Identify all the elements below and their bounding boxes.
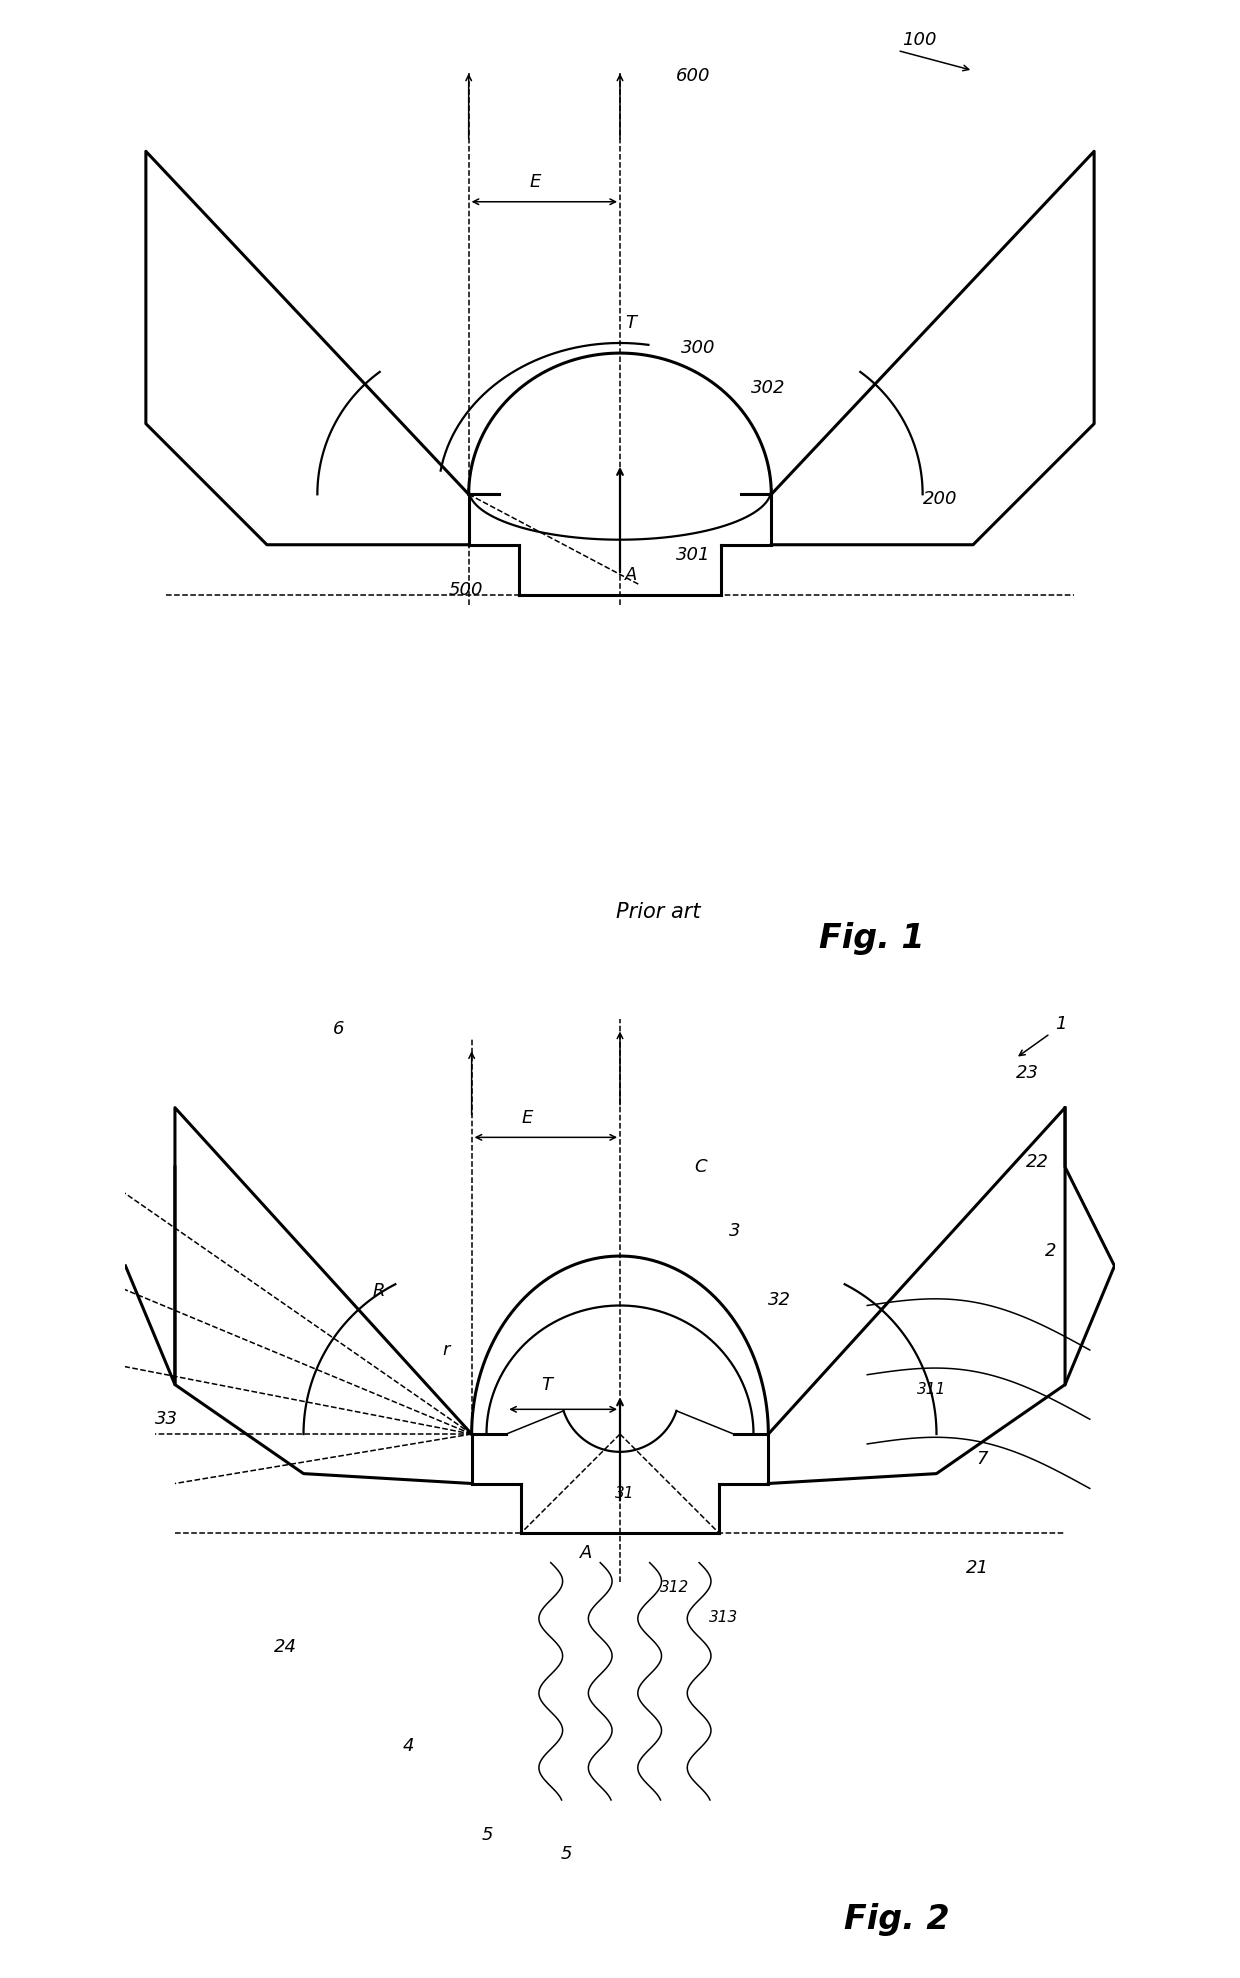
Text: 6: 6: [334, 1019, 345, 1038]
Text: 5: 5: [481, 1826, 494, 1843]
Text: 313: 313: [709, 1610, 738, 1626]
Text: T: T: [625, 315, 636, 332]
Text: 23: 23: [1016, 1064, 1039, 1082]
Text: 33: 33: [155, 1410, 179, 1428]
Text: T: T: [541, 1375, 552, 1394]
Text: 600: 600: [676, 67, 711, 85]
Text: 32: 32: [769, 1292, 791, 1309]
Text: 22: 22: [1025, 1153, 1049, 1171]
Text: E: E: [521, 1108, 532, 1127]
Text: R: R: [373, 1282, 386, 1300]
Text: 2: 2: [1045, 1242, 1056, 1260]
Text: 31: 31: [615, 1485, 635, 1501]
Text: 3: 3: [729, 1222, 740, 1240]
Text: A: A: [625, 566, 637, 584]
Text: 312: 312: [660, 1580, 688, 1596]
Text: Prior art: Prior art: [616, 902, 701, 922]
Text: 500: 500: [449, 582, 484, 599]
Text: 301: 301: [676, 546, 711, 564]
Text: 300: 300: [681, 338, 715, 358]
Text: 5: 5: [560, 1845, 572, 1863]
Text: A: A: [580, 1543, 593, 1563]
Text: C: C: [694, 1157, 707, 1177]
Text: 302: 302: [751, 380, 786, 398]
Text: r: r: [441, 1341, 449, 1359]
Text: 311: 311: [916, 1383, 946, 1398]
Text: Fig. 2: Fig. 2: [844, 1903, 950, 1936]
Text: 21: 21: [966, 1559, 990, 1576]
Text: Fig. 1: Fig. 1: [820, 922, 925, 955]
Text: 1: 1: [1055, 1015, 1066, 1033]
Text: 100: 100: [903, 32, 937, 49]
Text: 7: 7: [976, 1450, 987, 1468]
Text: 24: 24: [274, 1638, 296, 1656]
Text: 200: 200: [923, 491, 957, 508]
Text: 4: 4: [403, 1737, 414, 1754]
Text: E: E: [529, 172, 541, 190]
